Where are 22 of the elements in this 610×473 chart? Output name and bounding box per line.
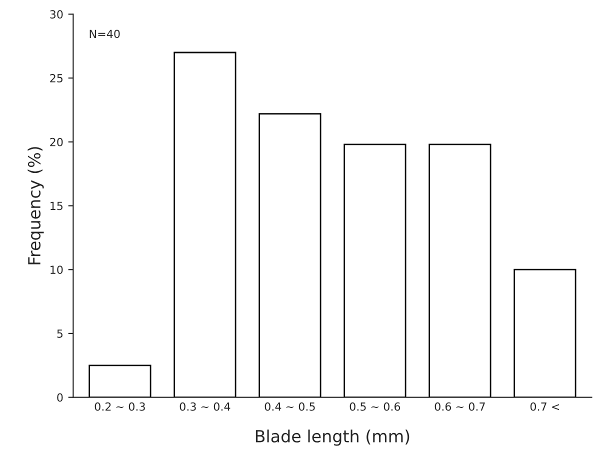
bar — [258, 113, 322, 398]
annotation: N=40 — [90, 30, 120, 38]
x-tick-label: 0.5 ~ 0.6 — [350, 402, 400, 411]
x-tick-label: 0.7 < — [530, 402, 560, 411]
y-tick-label: 20 — [50, 138, 63, 146]
bar — [174, 52, 236, 398]
y-tick-label: 15 — [50, 202, 63, 210]
bar — [428, 144, 492, 398]
bar — [344, 144, 406, 398]
bar — [88, 364, 152, 398]
x-tick-label: 0.6 ~ 0.7 — [434, 402, 485, 411]
bar — [514, 268, 576, 398]
x-tick-label: 0.4 ~ 0.5 — [264, 402, 315, 411]
y-tick-label: 5 — [57, 330, 63, 338]
x-tick-label: 0.2 ~ 0.3 — [94, 402, 145, 411]
y-axis-title: Frequency (%) — [28, 147, 44, 264]
x-tick-label: 0.3 ~ 0.4 — [180, 402, 230, 411]
x-axis-title: Blade length (mm) — [256, 430, 410, 446]
y-tick-label: 30 — [50, 10, 63, 19]
y-tick-label: 25 — [50, 74, 63, 82]
y-tick-label: 0 — [57, 393, 63, 402]
y-tick-label: 10 — [50, 266, 63, 274]
